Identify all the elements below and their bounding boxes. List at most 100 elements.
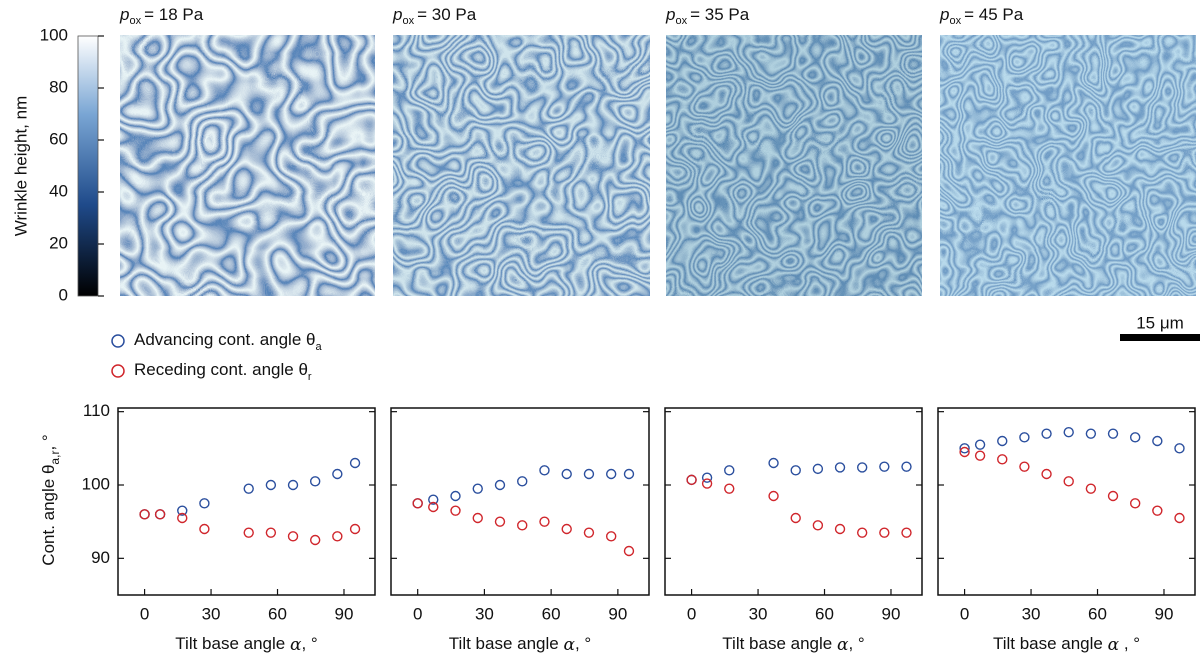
data-point <box>623 468 635 480</box>
data-point <box>1019 461 1030 472</box>
data-point <box>856 527 868 538</box>
data-point <box>812 520 824 531</box>
symbol: p <box>119 5 129 24</box>
data-point <box>494 516 506 527</box>
x-tick-label: 90 <box>1155 604 1174 623</box>
data-point <box>472 512 483 524</box>
data-point <box>583 468 595 480</box>
data-point <box>834 523 846 535</box>
panel-title: pox = 35 Pa <box>665 5 750 26</box>
x-tick-label: 30 <box>1022 604 1041 623</box>
data-point <box>701 472 713 483</box>
x-label-text: Tilt base angle <box>993 634 1108 653</box>
data-point <box>1129 498 1141 509</box>
data-point <box>1107 428 1119 439</box>
data-point <box>287 479 299 491</box>
data-point <box>1085 483 1097 494</box>
scale-bar <box>1120 334 1200 341</box>
data-point <box>1019 432 1030 443</box>
data-point <box>959 446 970 458</box>
colorbar-label: Wrinkle height, nm <box>11 96 30 236</box>
x-label-text: Tilt base angle <box>449 634 564 653</box>
afm-image <box>940 35 1196 296</box>
data-point <box>583 527 595 538</box>
data-point <box>199 498 210 509</box>
data-point <box>724 465 735 476</box>
afm-image <box>393 35 650 296</box>
data-point <box>974 439 986 450</box>
scale-bar-label: 15 μm <box>1136 313 1184 332</box>
panel-value: = 30 Pa <box>417 5 477 24</box>
x-axis-label: Tilt base angle α , ° <box>993 634 1140 654</box>
data-point <box>517 520 528 531</box>
panel-value: = 45 Pa <box>964 5 1024 24</box>
x-label-symbol: α <box>563 635 575 655</box>
x-axis-label: Tilt base angle α, ° <box>722 634 864 654</box>
data-point <box>1085 428 1097 439</box>
data-point <box>686 474 697 486</box>
subscript: ox <box>129 15 141 27</box>
plot-frame <box>937 407 1196 596</box>
data-point <box>605 531 617 542</box>
data-point <box>265 479 277 491</box>
x-tick-label: 0 <box>413 604 422 623</box>
x-axis-label: Tilt base angle α, ° <box>449 634 591 654</box>
data-point <box>494 479 506 491</box>
x-label-text: Tilt base angle <box>175 634 290 653</box>
data-point <box>412 498 423 509</box>
x-label-text: Tilt base angle <box>722 634 837 653</box>
y-label-suffix: , ° <box>39 434 58 450</box>
y-tick-label: 90 <box>91 548 110 567</box>
legend-name: Receding cont. angle θ <box>134 360 308 379</box>
x-tick-label: 90 <box>335 604 354 623</box>
legend-subscript: r <box>308 371 312 383</box>
panel-title: pox = 45 Pa <box>939 5 1024 26</box>
colorbar-tick-label: 60 <box>49 129 68 148</box>
data-point <box>1063 476 1074 487</box>
data-point <box>1129 432 1141 443</box>
data-point <box>199 523 210 535</box>
data-point <box>561 523 572 535</box>
data-point <box>901 461 912 472</box>
subscript: ox <box>402 15 414 27</box>
y-tick-label: 100 <box>82 474 110 493</box>
x-label-suffix: , ° <box>1119 634 1140 653</box>
data-point <box>997 454 1008 465</box>
legend-label: Advancing cont. angle θa <box>134 330 322 352</box>
colorbar-tick-label: 80 <box>49 77 68 96</box>
y-label-subscript: a,r <box>48 451 62 465</box>
data-point <box>428 494 439 505</box>
data-point <box>1174 443 1185 454</box>
panel-value: = 18 Pa <box>144 5 204 24</box>
x-tick-label: 90 <box>608 604 627 623</box>
data-point <box>1107 490 1119 502</box>
x-tick-label: 30 <box>749 604 768 623</box>
data-point <box>1152 505 1163 516</box>
x-tick-label: 0 <box>687 604 696 623</box>
colorbar <box>77 35 99 297</box>
x-tick-label: 0 <box>960 604 969 623</box>
symbol: p <box>392 5 402 24</box>
y-tick-label: 110 <box>83 401 110 420</box>
data-point <box>768 457 779 469</box>
colorbar-tick-label: 0 <box>59 285 68 304</box>
data-point <box>623 545 635 557</box>
x-label-suffix: , ° <box>301 634 317 653</box>
y-axis-label: Cont. angle θa,r, ° <box>39 434 62 565</box>
data-point <box>243 527 254 538</box>
data-point <box>309 476 321 487</box>
data-point <box>332 468 343 480</box>
data-point <box>1041 428 1052 439</box>
symbol: p <box>939 5 949 24</box>
data-point <box>428 501 439 513</box>
x-tick-label: 90 <box>882 604 901 623</box>
x-tick-label: 0 <box>140 604 149 623</box>
data-point <box>1152 435 1163 447</box>
data-point <box>812 463 824 475</box>
data-point <box>790 512 801 524</box>
x-tick-label: 60 <box>815 604 834 623</box>
data-point <box>879 461 890 472</box>
data-point <box>1041 468 1052 480</box>
